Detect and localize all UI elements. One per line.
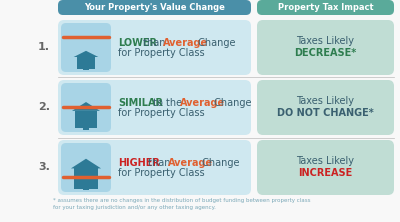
Text: Average: Average [180,97,225,107]
FancyBboxPatch shape [61,83,111,132]
Text: LOWER: LOWER [118,38,157,48]
Text: DECREASE*: DECREASE* [294,48,357,57]
Text: SIMILAR: SIMILAR [118,97,163,107]
Bar [74,168,98,189]
FancyBboxPatch shape [61,23,111,72]
FancyBboxPatch shape [257,0,394,15]
FancyBboxPatch shape [58,0,251,15]
Text: Average: Average [168,157,213,168]
Text: * assumes there are no changes in the distribution of budget funding between pro: * assumes there are no changes in the di… [53,198,310,210]
Text: Average: Average [163,38,208,48]
Text: Your Property's Value Change: Your Property's Value Change [84,3,225,12]
Text: 3.: 3. [38,163,50,172]
Text: Taxes Likely: Taxes Likely [296,157,354,166]
FancyBboxPatch shape [58,140,251,195]
Text: Taxes Likely: Taxes Likely [296,97,354,107]
Text: than: than [145,157,174,168]
Text: Change: Change [211,97,252,107]
Bar [83,189,89,190]
FancyBboxPatch shape [61,143,111,192]
Text: Property Tax Impact: Property Tax Impact [278,3,373,12]
Text: 1.: 1. [38,42,50,52]
FancyBboxPatch shape [257,20,394,75]
Text: than: than [140,38,169,48]
FancyBboxPatch shape [257,80,394,135]
Text: for Property Class: for Property Class [118,48,205,59]
Text: Taxes Likely: Taxes Likely [296,36,354,46]
Bar [83,69,89,70]
Text: HIGHER: HIGHER [118,157,160,168]
Text: Change: Change [199,157,240,168]
Text: DO NOT CHANGE*: DO NOT CHANGE* [277,107,374,117]
Text: INCREASE: INCREASE [298,168,353,178]
Text: for Property Class: for Property Class [118,109,205,119]
FancyBboxPatch shape [58,20,251,75]
FancyBboxPatch shape [257,140,394,195]
Text: to the: to the [150,97,185,107]
FancyBboxPatch shape [58,80,251,135]
Bar [75,111,97,128]
Text: 2.: 2. [38,103,50,113]
Text: for Property Class: for Property Class [118,168,205,178]
Text: Change: Change [195,38,235,48]
Bar [77,57,95,69]
Polygon shape [72,102,100,111]
Bar [83,128,89,130]
Polygon shape [74,51,98,57]
Polygon shape [71,159,101,168]
